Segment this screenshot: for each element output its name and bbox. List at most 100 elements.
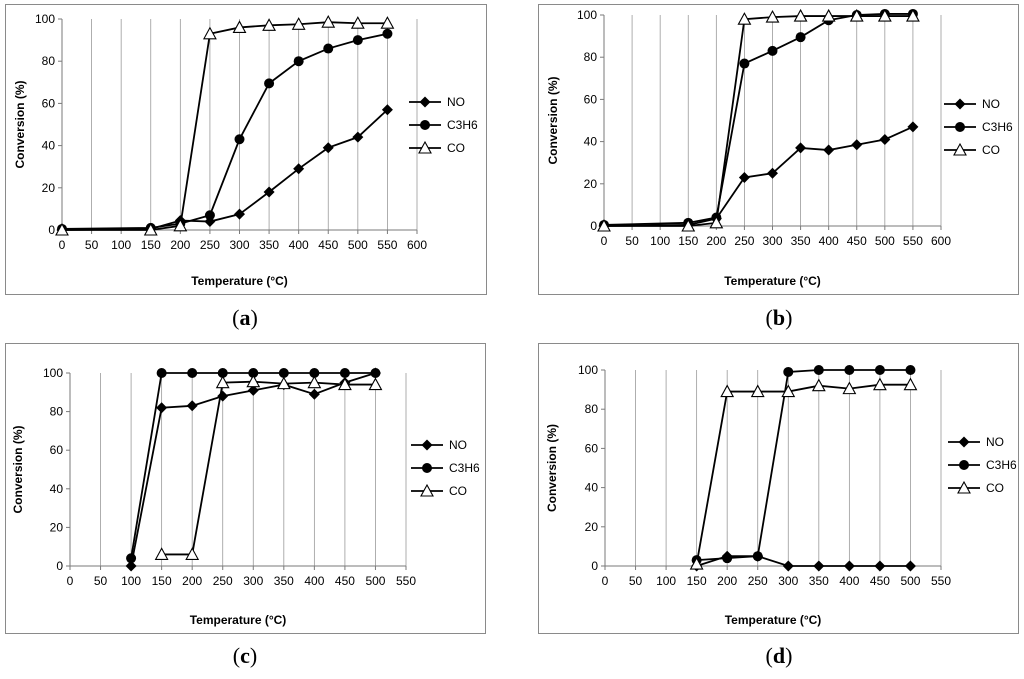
data-point-c3h6: [370, 368, 381, 378]
series-line-c3h6: [61, 32, 388, 230]
data-point-co: [821, 8, 836, 22]
legend-marker-no: [958, 436, 970, 448]
x-tick-label: 450: [318, 238, 338, 252]
y-tick-label: 40: [42, 139, 56, 153]
y-tick-label: 20: [584, 177, 598, 191]
data-point-no: [217, 390, 229, 402]
x-tick-label: 400: [819, 234, 839, 248]
data-point-c3h6: [767, 45, 778, 56]
data-point-no: [851, 139, 863, 151]
data-point-no: [782, 560, 794, 572]
data-point-c3h6: [739, 58, 750, 69]
x-tick-label: 350: [274, 574, 294, 588]
series-line-no: [603, 126, 914, 227]
data-point-co: [291, 17, 306, 30]
data-point-no: [823, 144, 835, 156]
data-point-co: [709, 215, 724, 229]
x-tick-label: 100: [121, 574, 141, 588]
data-point-no: [322, 142, 334, 154]
y-tick-label: 100: [578, 363, 598, 377]
data-point-c3h6: [339, 368, 350, 378]
y-tick-label: 100: [43, 366, 63, 380]
x-tick-label: 150: [687, 574, 707, 588]
x-tick-label: 350: [259, 238, 279, 252]
chart-frame: [538, 4, 1019, 295]
x-tick-label: 350: [791, 234, 811, 248]
data-point-co: [368, 377, 383, 391]
x-tick-label: 200: [717, 574, 737, 588]
data-point-co: [55, 222, 69, 236]
data-point-co: [350, 16, 365, 29]
legend-marker-c3h6: [959, 460, 969, 470]
x-tick-label: 450: [870, 574, 890, 588]
series-line-co: [695, 383, 911, 565]
y-tick-label: 60: [584, 92, 598, 106]
data-point-co: [681, 218, 696, 232]
x-tick-label: 200: [170, 238, 190, 252]
y-tick-label: 40: [50, 482, 64, 496]
x-tick-label: 200: [182, 574, 202, 588]
x-tick-label: 250: [734, 234, 754, 248]
chart-panel-b: 0 20 40 60 80 100 0 50 100 150 200 250 300 350 400 450 5…: [538, 4, 1019, 330]
y-tick-label: 0: [590, 219, 597, 233]
x-tick-label: 0: [67, 574, 74, 588]
data-point-co: [750, 384, 765, 398]
data-point-no: [293, 163, 305, 175]
legend-marker-no: [954, 98, 966, 110]
data-point-no: [813, 560, 825, 572]
x-tick-label: 150: [678, 234, 698, 248]
legend-label: C3H6: [449, 461, 480, 475]
x-tick-label: 550: [377, 238, 397, 252]
data-point-co: [262, 18, 277, 31]
legend-label: CO: [449, 484, 467, 498]
y-tick-label: 0: [591, 559, 598, 573]
data-point-no: [186, 400, 198, 412]
y-tick-label: 20: [50, 520, 64, 534]
x-tick-label: 500: [875, 234, 895, 248]
data-point-co: [842, 381, 857, 395]
x-tick-label: 300: [229, 238, 249, 252]
data-point-co: [173, 218, 188, 232]
series-line-no: [61, 109, 389, 231]
data-point-c3h6: [874, 365, 885, 375]
x-tick-label: 600: [931, 234, 951, 248]
data-point-c3h6: [722, 553, 733, 564]
x-tick-label: 100: [650, 234, 670, 248]
x-tick-label: 500: [348, 238, 368, 252]
y-axis-label: Conversion (%): [13, 80, 27, 168]
x-tick-label: 100: [656, 574, 676, 588]
data-point-no: [247, 384, 259, 396]
legend-label: NO: [986, 435, 1004, 449]
data-point-no: [795, 142, 807, 154]
data-point-no: [879, 133, 891, 145]
y-tick-label: 40: [584, 135, 598, 149]
y-tick-label: 80: [42, 54, 56, 68]
y-tick-label: 60: [42, 96, 56, 110]
data-point-co: [307, 375, 322, 389]
data-point-co: [720, 384, 735, 398]
x-tick-label: 0: [59, 238, 66, 252]
panel-caption: (c): [233, 643, 257, 668]
x-tick-label: 50: [625, 234, 639, 248]
x-tick-label: 0: [601, 234, 608, 248]
data-point-no: [843, 560, 855, 572]
x-tick-label: 150: [141, 238, 161, 252]
x-tick-label: 100: [111, 238, 131, 252]
x-tick-label: 450: [335, 574, 355, 588]
x-axis-label: Temperature (°C): [725, 613, 822, 627]
x-tick-label: 50: [629, 574, 643, 588]
y-tick-label: 40: [585, 481, 599, 495]
data-point-c3h6: [813, 365, 824, 375]
data-point-co: [597, 218, 611, 232]
data-point-co: [276, 376, 291, 390]
legend-label: CO: [982, 143, 1000, 157]
legend-marker-c3h6: [955, 122, 965, 132]
data-point-c3h6: [783, 366, 794, 377]
data-point-no: [874, 560, 886, 572]
series-line-co: [604, 15, 913, 227]
data-point-co: [872, 377, 887, 391]
x-tick-label: 500: [900, 574, 920, 588]
data-point-c3h6: [309, 368, 320, 378]
legend-label: NO: [449, 438, 467, 452]
